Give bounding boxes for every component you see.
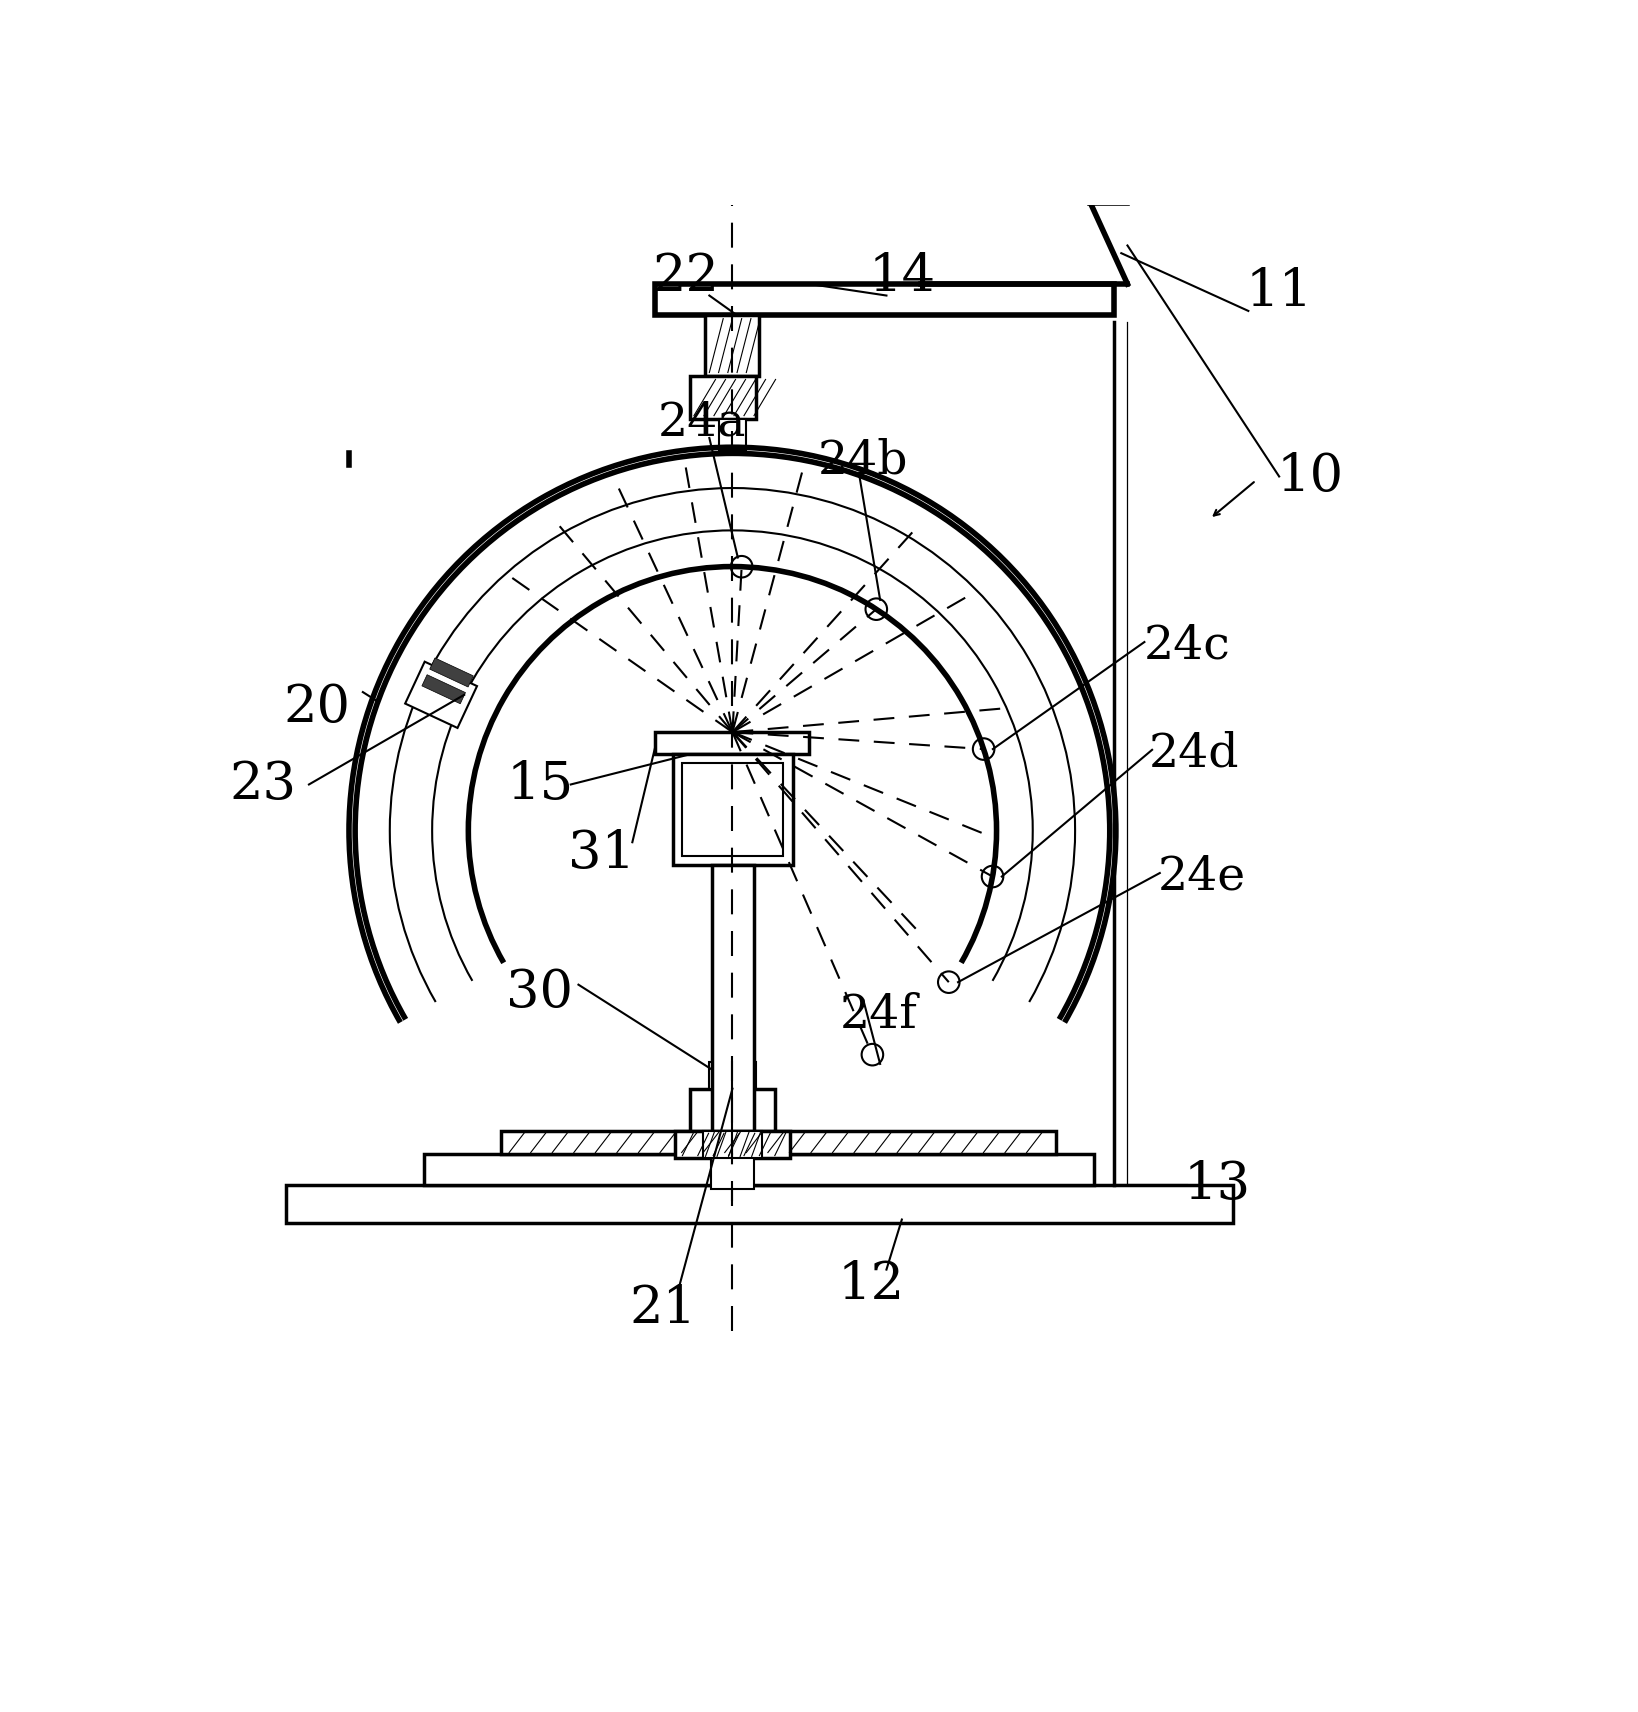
Text: 30: 30 [506,967,573,1019]
Text: 24b: 24b [817,438,909,484]
Bar [287,1185,1233,1224]
Bar [711,1154,753,1188]
Bar [655,733,809,753]
Bar [673,753,793,865]
Bar [711,865,753,1132]
Bar [709,1061,755,1089]
Text: 13: 13 [1184,1159,1251,1210]
Text: 24d: 24d [1150,731,1240,776]
Bar [655,284,1114,315]
Text: 24f: 24f [840,993,917,1037]
Text: 24c: 24c [1143,623,1230,668]
Polygon shape [429,657,473,687]
Bar [675,1132,790,1157]
Text: 12: 12 [837,1260,904,1310]
Text: 31: 31 [568,829,636,880]
Bar [719,419,747,450]
Bar [501,1132,1057,1154]
Text: 22: 22 [654,250,719,301]
Bar [683,764,783,856]
Text: 14: 14 [868,250,935,301]
Bar [690,1089,775,1132]
Bar [706,315,760,377]
Polygon shape [405,661,477,728]
Bar [424,1154,1094,1185]
Text: 24a: 24a [657,401,745,445]
Bar [703,1132,762,1157]
Polygon shape [423,675,465,704]
Text: 20: 20 [283,681,351,733]
Text: 23: 23 [229,758,296,810]
Text: 10: 10 [1276,450,1343,502]
Text: 11: 11 [1245,265,1312,317]
Text: 24e: 24e [1158,854,1247,899]
Bar [690,377,755,419]
Text: 21: 21 [629,1282,696,1334]
Text: 15: 15 [506,758,573,810]
